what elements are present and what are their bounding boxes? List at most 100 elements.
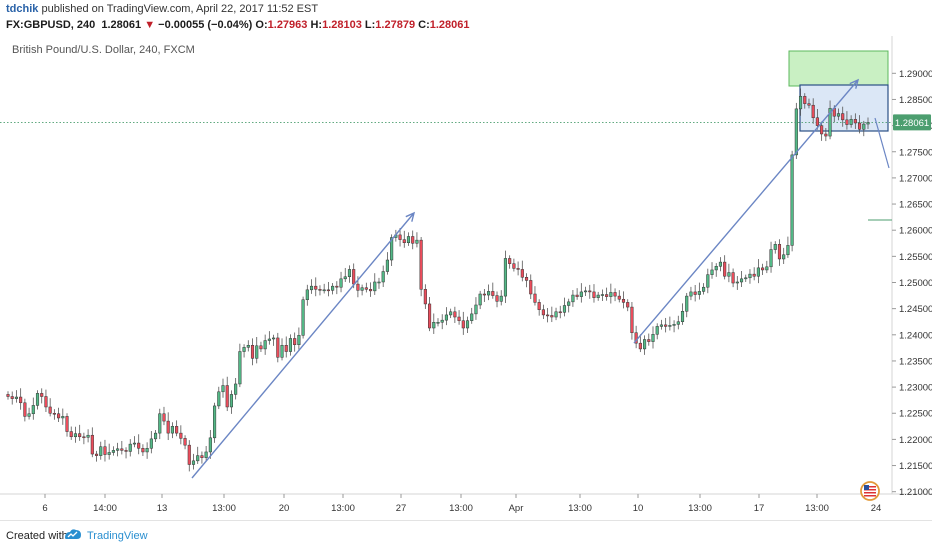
candle-body: [153, 432, 158, 440]
candle: [533, 286, 537, 306]
candle-body: [90, 434, 94, 455]
candle: [541, 304, 545, 320]
candle: [179, 425, 183, 445]
candle: [440, 314, 444, 330]
candle-body: [752, 273, 756, 277]
candle-body: [111, 450, 115, 453]
candle: [782, 247, 786, 264]
candle-body: [567, 301, 571, 306]
candle: [710, 262, 714, 279]
tradingview-logo-icon[interactable]: [64, 527, 82, 543]
candle: [609, 283, 613, 304]
candle: [693, 285, 697, 302]
x-tick-label: 27: [396, 503, 407, 514]
candle-body: [592, 291, 596, 298]
candle: [309, 279, 314, 294]
tradingview-brand[interactable]: TradingView: [87, 530, 148, 542]
candle-body: [390, 237, 394, 261]
candle-body: [777, 244, 782, 260]
y-tick-label: 1.21500: [899, 461, 932, 472]
high-label: H:: [310, 19, 323, 31]
candle: [208, 429, 212, 459]
candle: [259, 341, 263, 353]
candle-body: [621, 298, 626, 303]
candle: [482, 288, 486, 302]
y-axis: 1.290001.285001.280001.275001.270001.265…: [892, 69, 932, 498]
candle-body: [179, 432, 183, 439]
candle-body: [217, 391, 221, 407]
candle: [86, 429, 90, 443]
candle-body: [579, 291, 583, 297]
chart-area[interactable]: 1.290001.285001.280001.275001.270001.265…: [0, 36, 932, 520]
candle: [301, 296, 305, 339]
x-tick-label: 13:00: [688, 503, 712, 514]
candle-body: [575, 294, 579, 297]
candle-body: [866, 122, 870, 125]
candle: [858, 115, 862, 134]
candle: [748, 269, 752, 284]
candle: [343, 267, 347, 282]
candle-body: [541, 309, 545, 316]
candle: [723, 255, 727, 280]
candle: [659, 319, 663, 330]
y-tick-label: 1.26000: [899, 226, 932, 237]
target-zone-box: [788, 50, 889, 87]
close-label: C:: [418, 19, 430, 31]
candle: [689, 286, 693, 301]
candle-body: [411, 236, 415, 244]
candle: [731, 268, 735, 288]
flag-stripe: [864, 492, 876, 494]
candle: [655, 323, 659, 340]
candle-body: [86, 434, 90, 438]
candle: [702, 283, 706, 295]
y-tick-label: 1.24000: [899, 330, 932, 341]
candle: [385, 252, 389, 275]
candle: [626, 299, 630, 312]
candle-body: [630, 306, 634, 333]
candle-body: [643, 339, 647, 350]
candle: [27, 407, 31, 420]
candle: [862, 120, 866, 137]
candle: [537, 299, 541, 316]
candle: [368, 282, 373, 297]
candle: [137, 434, 141, 455]
candle: [78, 424, 82, 441]
candle: [453, 306, 457, 323]
candle-body: [723, 261, 727, 277]
candle-body: [314, 285, 318, 290]
us-flag-icon: [860, 481, 880, 501]
candle: [57, 407, 61, 423]
candle-body: [339, 278, 343, 288]
candle: [685, 292, 689, 318]
candle: [600, 289, 604, 302]
candle-body: [6, 394, 10, 397]
candle-body: [491, 291, 495, 296]
candle: [293, 332, 297, 352]
author-link[interactable]: tdchik: [6, 3, 39, 15]
candle-body: [465, 320, 470, 329]
candle-body: [69, 431, 73, 438]
candle: [158, 408, 162, 440]
price-chart[interactable]: 1.290001.285001.280001.275001.270001.265…: [0, 36, 932, 520]
candle-body: [27, 413, 31, 417]
y-tick-label: 1.22000: [899, 435, 932, 446]
candle-body: [457, 316, 461, 321]
candle: [436, 318, 440, 327]
candle-body: [697, 291, 701, 295]
candle: [554, 307, 558, 321]
candle-body: [794, 108, 798, 156]
candle: [272, 334, 276, 346]
last-price: 1.28061: [101, 19, 142, 31]
candle-body: [718, 261, 723, 267]
candle: [592, 284, 596, 303]
candle: [326, 281, 330, 297]
open-label: O:: [255, 19, 268, 31]
trend-arrow-2-line: [633, 79, 859, 344]
candle-body: [48, 406, 52, 414]
candle-body: [368, 289, 373, 292]
candle-body: [318, 289, 322, 291]
candle: [35, 390, 40, 410]
candle-body: [858, 122, 862, 130]
candle: [381, 265, 385, 287]
x-tick-label: 13:00: [805, 503, 829, 514]
